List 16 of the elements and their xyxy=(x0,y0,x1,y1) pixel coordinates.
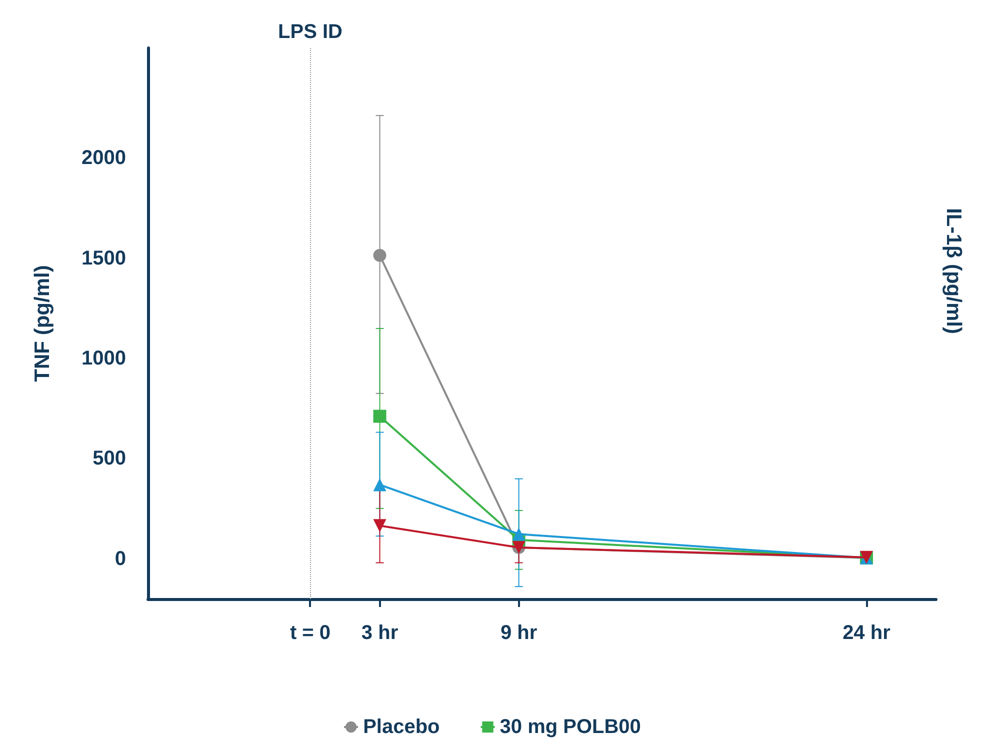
ref-line-label: LPS ID xyxy=(278,21,342,43)
x-tick-label: 3 hr xyxy=(361,622,398,644)
y-tick-label: 500 xyxy=(92,448,126,470)
legend-label: Placebo xyxy=(363,716,440,738)
x-tick-label: t = 0 xyxy=(290,622,331,644)
y-tick-label: 1500 xyxy=(82,247,126,270)
y-tick-label: 0 xyxy=(114,548,126,570)
legend-label: 30 mg POLB00 xyxy=(500,716,641,738)
x-tick-label: 24 hr xyxy=(842,622,891,644)
point xyxy=(373,248,386,262)
point xyxy=(373,410,386,423)
y2-axis-title: IL-1β (pg/ml) xyxy=(942,208,965,334)
y-axis-title: TNF (pg/ml) xyxy=(31,265,54,382)
y-tick-label: 1000 xyxy=(82,348,126,370)
x-tick-label: 9 hr xyxy=(500,622,538,644)
y-tick-label: 2000 xyxy=(82,147,126,170)
